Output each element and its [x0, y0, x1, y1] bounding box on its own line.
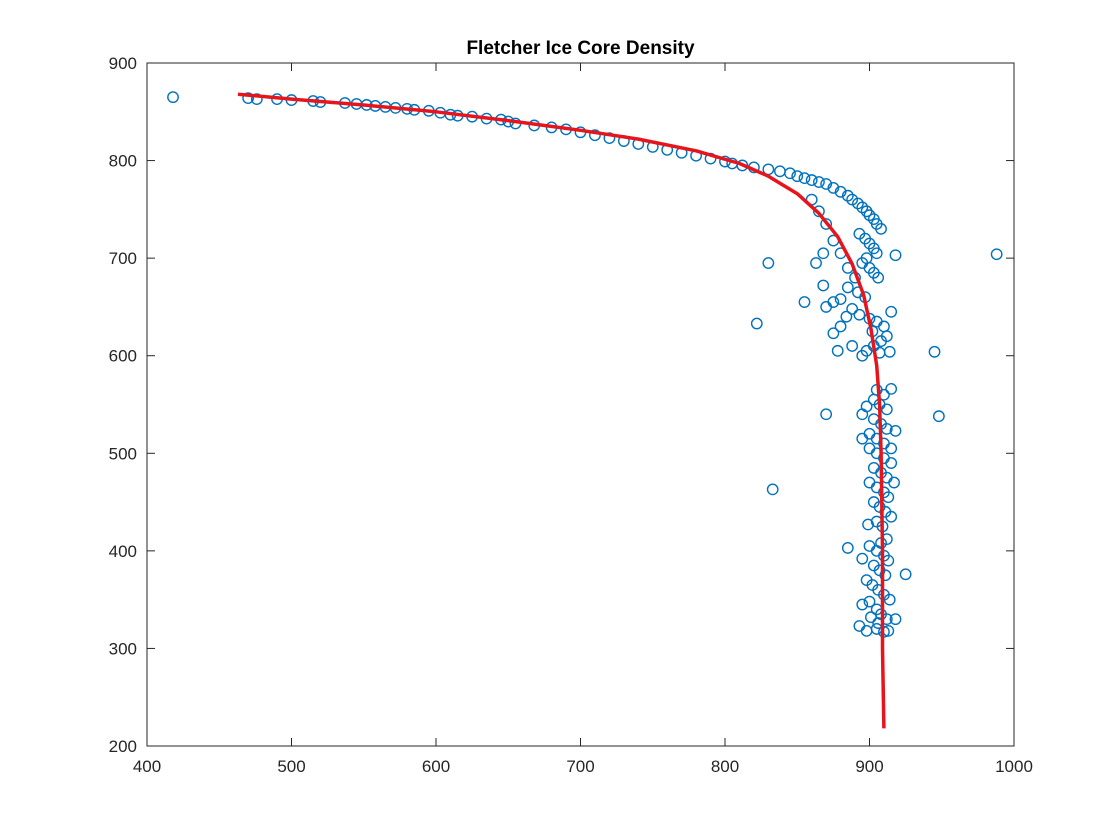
x-tick-label: 900 — [855, 757, 883, 776]
scatter-point — [863, 595, 876, 608]
scatter-point — [878, 320, 890, 333]
scatter-point — [870, 247, 883, 260]
scatter-point — [883, 593, 896, 606]
x-axis: 400 500 600 700 800 900 1000 — [133, 63, 1033, 776]
scatter-point — [888, 476, 900, 489]
scatter-point — [813, 205, 825, 218]
scatter-point — [883, 345, 896, 358]
x-tick-label: 700 — [566, 757, 594, 776]
y-tick-label: 800 — [109, 152, 137, 171]
scatter-point — [889, 249, 902, 262]
y-tick-label: 900 — [109, 54, 137, 73]
y-tick-label: 400 — [109, 542, 137, 561]
scatter-point — [863, 442, 876, 455]
scatter-point — [817, 247, 830, 260]
chart-title: Fletcher Ice Core Density — [466, 38, 695, 59]
scatter-point — [885, 305, 898, 318]
scatter-point — [820, 408, 833, 421]
scatter-point — [932, 410, 945, 423]
scatter-point — [834, 293, 847, 306]
scatter-point — [167, 91, 179, 104]
scatter-point — [889, 424, 902, 437]
x-tick-label: 600 — [422, 757, 450, 776]
scatter-point — [820, 218, 833, 230]
scatter-point — [856, 598, 869, 611]
scatter-point — [820, 301, 833, 313]
scatter-point — [827, 327, 840, 340]
scatter-point — [856, 408, 869, 421]
scatter-point — [827, 181, 840, 194]
scatter-point — [798, 172, 811, 185]
scatter-point — [885, 442, 898, 455]
y-axis: 200 300 400 500 600 700 800 900 — [109, 54, 1014, 756]
scatter-point — [862, 518, 874, 531]
scatter-point — [928, 345, 941, 358]
scatter-point — [840, 310, 853, 323]
scatter-point — [831, 344, 844, 357]
scatter-point — [784, 167, 796, 180]
scatter-point — [841, 542, 854, 554]
scatter-point — [889, 613, 902, 626]
scatter-point — [867, 413, 880, 426]
scatter-point — [885, 382, 898, 395]
scatter-point — [589, 129, 601, 142]
scatter-point — [817, 279, 830, 292]
scatter-point — [798, 296, 811, 308]
y-tick-label: 500 — [109, 444, 137, 463]
scatter-point — [774, 165, 786, 178]
scatter-point — [856, 349, 869, 362]
scatter-point — [880, 403, 893, 416]
scatter-point — [846, 302, 859, 315]
scatter-point — [805, 174, 818, 186]
scatter-point — [834, 320, 847, 333]
y-tick-label: 600 — [109, 347, 137, 366]
scatter-point — [863, 427, 876, 440]
x-tick-label: 400 — [133, 757, 161, 776]
scatter-point — [750, 317, 763, 330]
x-tick-label: 800 — [711, 757, 739, 776]
scatter-point — [856, 432, 869, 445]
scatter-point — [865, 611, 877, 624]
plot-area — [146, 62, 1015, 747]
scatter-point — [860, 400, 873, 413]
scatter-point — [810, 257, 822, 269]
scatter-point — [813, 176, 825, 188]
y-tick-label: 300 — [109, 639, 137, 658]
scatter-point — [846, 340, 859, 352]
scatter-point — [841, 281, 854, 294]
y-tick-label: 700 — [109, 249, 137, 268]
scatter-point — [853, 620, 866, 632]
scatter-point — [853, 308, 866, 321]
scatter-point — [863, 476, 876, 489]
scatter-point — [870, 544, 883, 557]
scatter-point — [820, 178, 833, 190]
scatter-point — [863, 540, 876, 552]
scatter-point — [867, 462, 880, 474]
scatter-point — [846, 193, 859, 206]
scatter-point — [250, 93, 263, 106]
scatter-point — [762, 257, 775, 269]
x-tick-label: 1000 — [995, 757, 1033, 776]
scatter-point — [872, 271, 885, 284]
y-tick-label: 200 — [109, 737, 137, 756]
scatter-point — [856, 552, 869, 565]
scatter-point — [834, 185, 847, 198]
x-tick-label: 500 — [277, 757, 305, 776]
scatter-point — [791, 170, 804, 183]
scatter-point — [860, 624, 873, 637]
scatter-point — [899, 568, 912, 581]
fit-line — [237, 92, 886, 729]
scatter-point — [879, 569, 892, 582]
scatter-point — [242, 92, 255, 105]
scatter-point — [766, 483, 779, 496]
scatter-point — [990, 248, 1003, 261]
scatter-point — [875, 222, 887, 235]
scatter-point — [885, 457, 898, 469]
scatter-point — [885, 510, 898, 523]
